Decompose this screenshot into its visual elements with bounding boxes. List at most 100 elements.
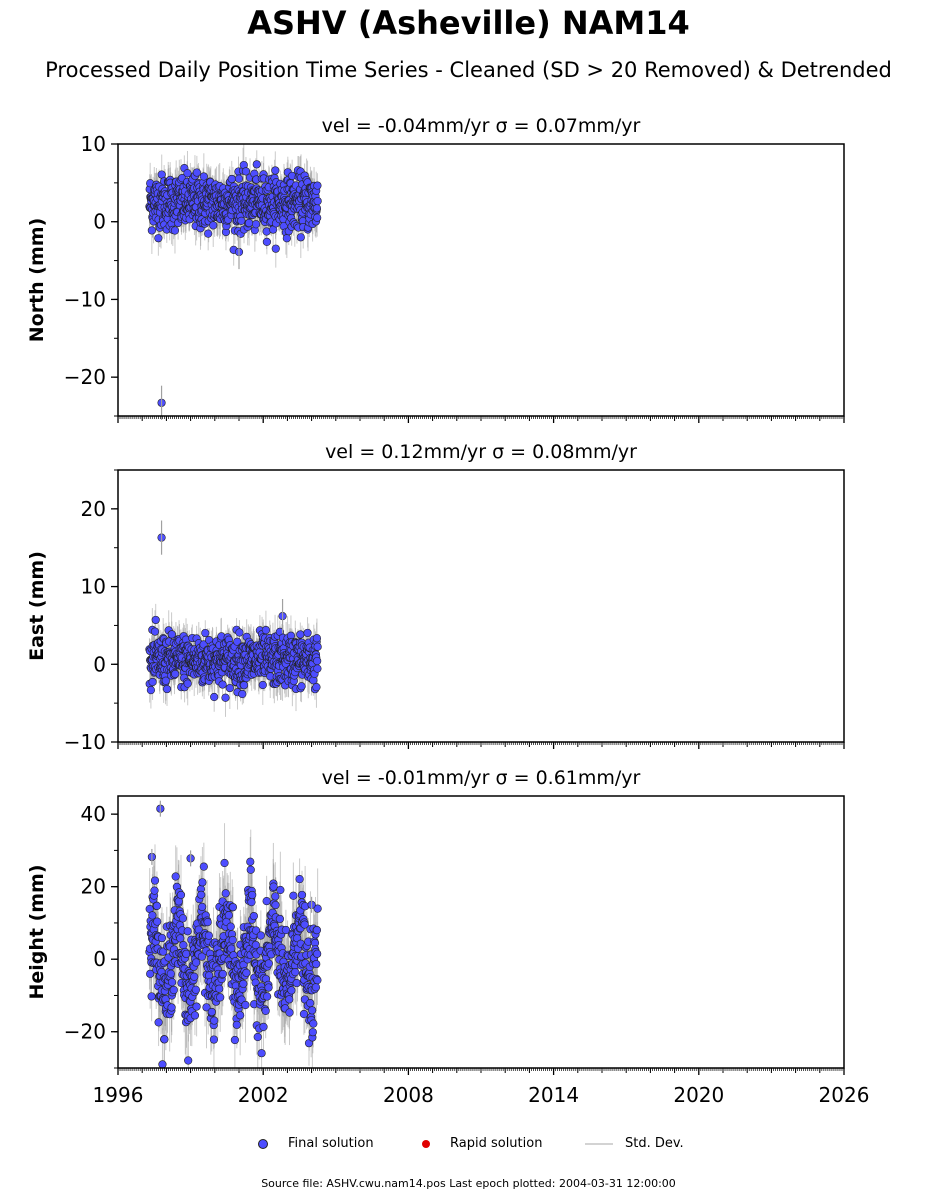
data-point	[285, 995, 294, 1004]
data-point	[313, 642, 322, 651]
data-point	[167, 1003, 176, 1012]
series-north	[145, 144, 322, 407]
data-point	[198, 902, 207, 912]
data-point	[241, 167, 251, 176]
data-point	[271, 900, 280, 910]
ytick-label: 0	[93, 652, 106, 676]
data-point	[262, 237, 271, 246]
data-point	[167, 978, 177, 987]
panel-title-east: vel = 0.12mm/yr σ = 0.08mm/yr	[325, 441, 637, 463]
series-height	[145, 804, 322, 1069]
data-point	[176, 890, 186, 900]
data-point	[191, 985, 200, 994]
data-point	[202, 1003, 211, 1012]
data-point	[264, 983, 273, 992]
data-point	[264, 959, 273, 968]
ytick-label: 10	[81, 132, 106, 156]
data-point	[297, 890, 307, 900]
data-point	[209, 221, 218, 230]
ytick-label: 10	[81, 575, 106, 599]
series-east	[145, 533, 322, 717]
data-point	[234, 174, 244, 183]
data-point	[285, 1008, 294, 1017]
data-point	[313, 656, 322, 666]
ytick-label: 20	[81, 497, 106, 521]
data-point	[199, 172, 208, 181]
ytick-label: −20	[64, 365, 106, 389]
data-point	[182, 949, 191, 959]
data-point	[296, 233, 305, 242]
data-point	[291, 968, 300, 977]
data-point	[221, 889, 230, 898]
data-point	[232, 1020, 241, 1029]
data-point	[148, 911, 157, 920]
data-point	[226, 922, 235, 931]
data-point	[154, 234, 163, 243]
data-point	[147, 226, 156, 235]
data-point	[251, 220, 261, 229]
data-point	[241, 1000, 250, 1010]
data-point	[160, 1035, 169, 1044]
data-point	[204, 931, 213, 940]
data-point	[220, 858, 229, 868]
data-point	[224, 911, 233, 920]
data-point	[151, 615, 160, 625]
data-point	[253, 1032, 262, 1042]
chart-subtitle: Processed Daily Position Time Series - C…	[45, 58, 892, 82]
data-point	[183, 169, 192, 178]
data-point	[233, 637, 242, 646]
data-point	[282, 234, 291, 243]
data-point	[171, 669, 180, 679]
data-point	[192, 168, 201, 177]
data-point	[228, 903, 238, 912]
data-point	[216, 993, 225, 1002]
data-point	[167, 630, 176, 639]
data-point	[247, 898, 256, 907]
data-point	[221, 693, 230, 702]
data-point	[313, 213, 322, 222]
ytick-label: −10	[64, 730, 106, 754]
data-point	[239, 681, 249, 690]
data-point	[287, 986, 296, 995]
data-point	[184, 1056, 193, 1065]
data-point	[235, 628, 244, 637]
data-point	[281, 925, 290, 935]
data-point	[218, 969, 227, 979]
data-point	[197, 890, 206, 899]
data-point	[192, 1002, 201, 1011]
data-point	[244, 218, 254, 228]
data-point	[178, 914, 188, 923]
data-point	[248, 890, 257, 900]
data-point	[169, 985, 178, 995]
data-point	[239, 979, 248, 988]
data-point	[203, 918, 212, 927]
data-point	[271, 244, 280, 253]
data-point	[275, 914, 284, 924]
data-point	[210, 1016, 219, 1025]
data-point	[183, 927, 192, 936]
data-point	[150, 876, 160, 885]
data-point	[176, 934, 185, 943]
data-point	[262, 897, 271, 906]
data-point	[197, 952, 207, 961]
data-point	[183, 679, 192, 688]
chart-title: ASHV (Asheville) NAM14	[247, 4, 690, 42]
data-point	[289, 891, 298, 900]
data-point	[230, 1035, 239, 1045]
data-point	[303, 628, 312, 638]
data-point	[218, 680, 227, 689]
data-point	[312, 204, 322, 213]
data-point	[242, 968, 251, 977]
data-point	[228, 935, 237, 945]
data-point	[158, 1060, 167, 1069]
ylabel-north: North (mm)	[26, 218, 48, 343]
data-point	[296, 630, 305, 639]
data-point	[199, 862, 208, 871]
data-point	[238, 689, 247, 699]
ylabel-east: East (mm)	[26, 551, 48, 661]
data-point	[215, 984, 224, 993]
data-point	[300, 920, 309, 929]
data-point	[147, 992, 156, 1001]
data-point	[261, 626, 271, 635]
